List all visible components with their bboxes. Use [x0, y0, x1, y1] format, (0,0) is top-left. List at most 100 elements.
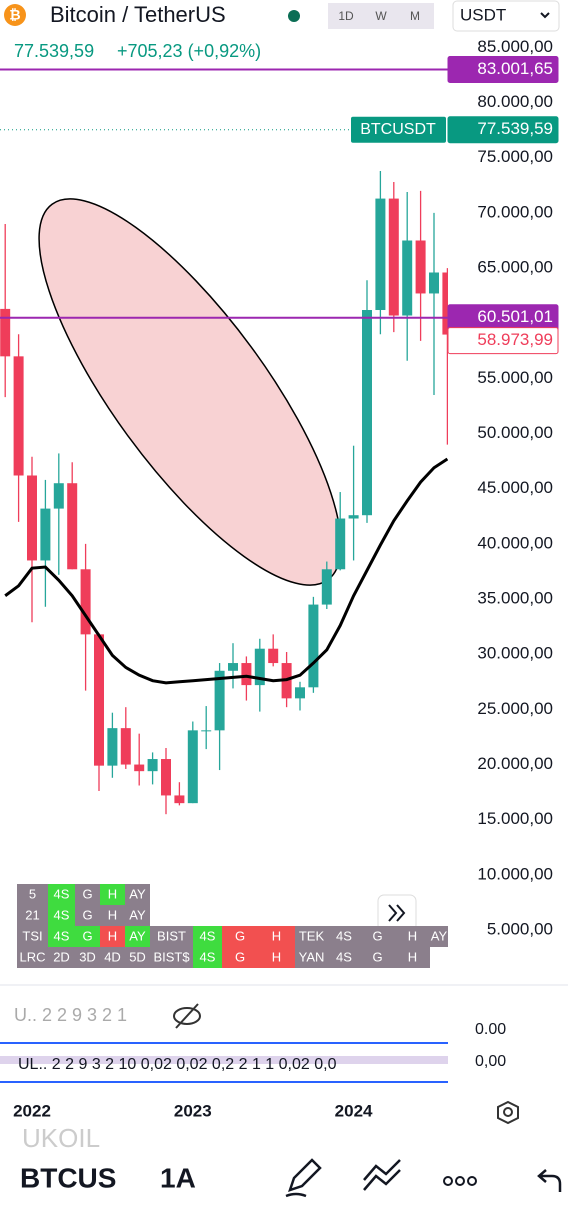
currency-select[interactable]	[452, 0, 560, 32]
timeframe[interactable]: W	[375, 9, 387, 23]
y-tick-label: 20.000,00	[477, 754, 553, 773]
x-tick-label: 2022	[13, 1101, 51, 1120]
table-cell-text: YAN	[299, 949, 325, 964]
table-cell-text: G	[235, 949, 245, 964]
candle-body	[335, 518, 346, 570]
draw-icon[interactable]	[285, 1158, 322, 1198]
candle-body	[94, 634, 104, 766]
price-label-bg	[447, 116, 559, 144]
price-label-bg	[447, 55, 559, 83]
candle-body	[388, 198, 399, 316]
table-cell-text: BIST$	[153, 949, 190, 964]
table-cell	[100, 926, 125, 947]
y-tick-label: 40.000,00	[477, 533, 553, 552]
table-cell	[222, 926, 258, 947]
currency[interactable]: USDT	[460, 5, 506, 24]
y-tick-label: 10.000,00	[477, 864, 553, 883]
y-tick-label: 30.000,00	[477, 644, 553, 663]
candle-body	[295, 687, 305, 699]
price-label: 58.973,99	[477, 330, 553, 349]
table-cell-text: H	[108, 928, 117, 943]
back-icon[interactable]	[537, 1169, 562, 1192]
price-label-bg	[447, 327, 559, 355]
table-cell-text: BIST	[157, 928, 186, 943]
candle-body	[362, 310, 372, 516]
more-icon[interactable]	[443, 1176, 477, 1186]
table-cell-text: 4S	[54, 886, 70, 901]
timeframe[interactable]: 1D	[338, 9, 354, 23]
hide-icon[interactable]	[173, 1003, 201, 1029]
chevron	[540, 12, 550, 19]
candle-body	[187, 730, 198, 804]
table-cell	[100, 884, 125, 905]
table-cell-text: TSI	[22, 928, 42, 943]
table-cell	[17, 905, 48, 926]
candle-body	[268, 648, 279, 664]
table-cell	[360, 947, 395, 968]
y-tick-label: 70.000,00	[477, 202, 553, 221]
plot-area	[0, 171, 448, 815]
table-cell-text: 3D	[79, 949, 96, 964]
table-cell	[75, 905, 100, 926]
table-cell	[125, 905, 150, 926]
last-price: 77.539,59	[14, 41, 94, 61]
table-cell-text: 4S	[200, 928, 216, 943]
table-cell	[125, 884, 150, 905]
y-tick-label: 15.000,00	[477, 809, 553, 828]
table-cell-text: H	[408, 949, 417, 964]
indicator-scale: 0.00	[475, 1021, 506, 1038]
table-cell-text: 2D	[53, 949, 70, 964]
table-cell	[328, 926, 360, 947]
table-cell	[100, 905, 125, 926]
price-label: 60.501,01	[477, 307, 553, 326]
table-cell-text: H	[272, 928, 281, 943]
timeframe[interactable]: M	[410, 9, 420, 23]
table-cell-text: G	[372, 949, 382, 964]
indicators-icon[interactable]	[363, 1159, 401, 1191]
y-tick-label: 85.000,00	[477, 37, 553, 56]
table-cell-text: G	[82, 928, 92, 943]
table-cell	[48, 905, 75, 926]
candle-body	[442, 272, 448, 335]
price-change: +705,23 (+0,92%)	[117, 41, 261, 61]
table-cell	[328, 947, 360, 968]
price-label: 83.001,65	[477, 59, 553, 78]
y-tick-label: 50.000,00	[477, 423, 553, 442]
table-cell-text: 4S	[336, 949, 352, 964]
table-cell	[48, 947, 75, 968]
table-cell-text: AY	[129, 928, 146, 943]
table-cell-text: H	[408, 928, 417, 943]
symbol-label-bg	[351, 116, 446, 143]
settings-icon[interactable]	[497, 1100, 519, 1125]
y-tick-label: 65.000,00	[477, 258, 553, 277]
candle-body	[201, 730, 212, 732]
candle-body	[321, 569, 332, 605]
moving-average	[4, 457, 448, 685]
table-cell	[295, 926, 328, 947]
table-cell-text: 5D	[129, 949, 146, 964]
candle-body	[0, 308, 11, 357]
toolbar-interval[interactable]: 1A	[160, 1162, 196, 1193]
candle-body	[308, 604, 319, 688]
candle-body	[161, 759, 171, 796]
table-cell	[75, 884, 100, 905]
candle-body	[13, 356, 24, 476]
indicator-scale: 0,00	[475, 1053, 506, 1070]
table-cell	[258, 947, 295, 968]
symbol-label: BTCUSDT	[360, 121, 436, 138]
toolbar-symbol[interactable]: BTCUS	[20, 1162, 116, 1193]
timeframe-bar[interactable]	[328, 3, 434, 29]
table-cell	[295, 947, 328, 968]
fade	[130, 1160, 134, 1200]
candle-body	[254, 648, 265, 686]
table-cell	[258, 926, 295, 947]
x-tick-label: 2023	[174, 1101, 212, 1120]
table-cell-text: 4S	[200, 949, 216, 964]
table-cell	[17, 947, 48, 968]
table-cell-text: 4S	[336, 928, 352, 943]
ghost-symbol: UKOIL	[22, 1123, 100, 1153]
candle-body	[147, 759, 158, 772]
candle-body	[27, 475, 37, 561]
